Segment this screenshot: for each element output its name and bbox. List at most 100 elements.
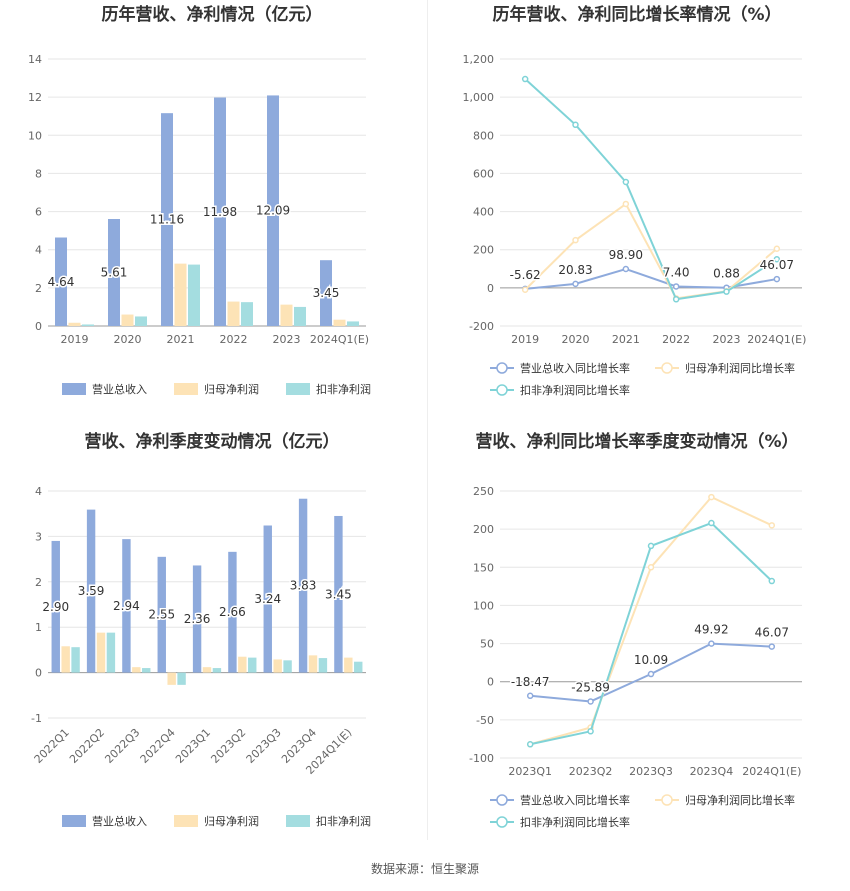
legend-label: 营业总收入 bbox=[92, 382, 147, 396]
legend-label: 营业总收入同比增长率 bbox=[520, 793, 630, 807]
data-point bbox=[768, 577, 776, 585]
legend-swatch-marker bbox=[661, 794, 673, 806]
y-tick-label: 50 bbox=[480, 638, 494, 651]
data-point bbox=[572, 280, 579, 288]
x-tick-label: 2023Q2 bbox=[208, 726, 248, 766]
y-tick-label: 400 bbox=[473, 206, 494, 219]
y-tick-label: 4 bbox=[35, 485, 42, 498]
legend-swatch bbox=[286, 383, 310, 395]
chart-title: 营收、净利季度变动情况（亿元） bbox=[85, 431, 340, 452]
y-tick-label: 800 bbox=[473, 129, 494, 142]
data-label: 4.64 bbox=[48, 275, 75, 289]
legend-swatch-marker bbox=[496, 816, 508, 828]
legend-swatch-marker bbox=[496, 794, 508, 806]
bar bbox=[267, 95, 279, 327]
data-point bbox=[572, 236, 579, 244]
bar bbox=[71, 647, 80, 673]
x-tick-label: 2023Q4 bbox=[690, 765, 734, 778]
series-line bbox=[529, 495, 773, 746]
data-point bbox=[723, 288, 730, 295]
legend-label: 扣非净利润同比增长率 bbox=[520, 815, 630, 829]
series-line bbox=[524, 202, 778, 300]
legend-label: 扣非净利润同比增长率 bbox=[520, 383, 630, 397]
bar bbox=[167, 672, 176, 685]
legend-label: 归母净利润同比增长率 bbox=[685, 793, 795, 807]
legend-label: 归母净利润同比增长率 bbox=[685, 361, 795, 375]
y-tick-label: 1 bbox=[35, 621, 42, 634]
y-tick-label: 4 bbox=[35, 244, 42, 257]
data-label: 0.88 bbox=[713, 267, 740, 281]
legend-swatch bbox=[62, 383, 86, 395]
chart-title: 营收、净利同比增长率季度变动情况（%） bbox=[475, 431, 798, 452]
data-point bbox=[647, 670, 655, 678]
y-tick-label: 150 bbox=[473, 561, 494, 574]
bar bbox=[96, 632, 106, 673]
bar bbox=[161, 113, 173, 326]
y-tick-label: 250 bbox=[473, 485, 494, 498]
data-label: 7.40 bbox=[663, 265, 690, 279]
bar bbox=[214, 97, 226, 326]
y-tick-label: -1 bbox=[31, 712, 42, 725]
x-tick-label: 2019 bbox=[511, 333, 539, 346]
data-point bbox=[672, 283, 680, 290]
x-tick-label: 2022 bbox=[662, 333, 690, 346]
legend-swatch bbox=[174, 815, 198, 827]
legend-label: 归母净利润 bbox=[204, 814, 259, 828]
annual-line-svg: 历年营收、净利同比增长率情况（%） -200 0 200 400 600 800 1,000 1… bbox=[463, 4, 807, 397]
data-label: -25.89 bbox=[571, 680, 610, 694]
bar bbox=[354, 661, 363, 673]
data-point bbox=[521, 75, 529, 83]
x-tick-label: 2023Q1 bbox=[508, 765, 552, 778]
bar bbox=[273, 659, 282, 673]
legend-label: 扣非净利润 bbox=[316, 814, 371, 828]
bar bbox=[177, 672, 186, 685]
bar bbox=[122, 539, 131, 673]
y-tick-label: 2 bbox=[35, 282, 42, 295]
data-source: 数据来源：恒生聚源 bbox=[370, 862, 479, 876]
y-tick-label: -50 bbox=[476, 714, 494, 727]
data-point bbox=[773, 275, 781, 283]
data-point bbox=[647, 564, 655, 571]
data-point bbox=[587, 728, 594, 735]
data-label: 3.24 bbox=[254, 592, 281, 606]
data-label: 49.92 bbox=[694, 623, 728, 637]
bar bbox=[344, 657, 353, 673]
series-line bbox=[524, 78, 778, 301]
bar bbox=[192, 565, 202, 673]
data-label: 2.36 bbox=[184, 612, 211, 626]
x-tick-label: 2024Q1(E) bbox=[742, 765, 801, 778]
data-label: 5.61 bbox=[101, 266, 128, 280]
legend-swatch bbox=[62, 815, 86, 827]
y-tick-label: 600 bbox=[473, 167, 494, 180]
y-tick-label: 6 bbox=[35, 206, 42, 219]
data-point bbox=[622, 178, 630, 186]
legend-label: 营业总收入 bbox=[92, 814, 147, 828]
y-tick-label: 200 bbox=[473, 244, 494, 257]
bar bbox=[248, 657, 257, 673]
bar bbox=[202, 667, 212, 673]
legend-label: 营业总收入同比增长率 bbox=[520, 361, 630, 375]
data-label: 46.07 bbox=[755, 626, 789, 640]
data-point bbox=[622, 200, 630, 208]
bar bbox=[82, 324, 94, 326]
data-point bbox=[526, 741, 534, 748]
bar bbox=[108, 219, 120, 326]
bar bbox=[157, 556, 166, 673]
x-tick-label: 2021 bbox=[167, 333, 195, 346]
bar bbox=[318, 658, 328, 673]
bar bbox=[241, 302, 253, 326]
bar bbox=[294, 306, 306, 326]
data-label: 11.16 bbox=[150, 213, 184, 227]
chart-title: 历年营收、净利情况（亿元） bbox=[102, 4, 323, 25]
bar bbox=[212, 668, 222, 673]
y-tick-label: 0 bbox=[35, 667, 42, 680]
bar bbox=[320, 260, 332, 326]
quarterly-growth-rate-chart: 营收、净利同比增长率季度变动情况（%） -100 -50 0 50 100 150 200 25… bbox=[425, 425, 850, 845]
x-tick-label: 2019 bbox=[61, 333, 89, 346]
y-tick-label: 100 bbox=[473, 599, 494, 612]
y-tick-label: 1,000 bbox=[463, 91, 495, 104]
bar bbox=[68, 322, 81, 326]
legend-label: 扣非净利润 bbox=[316, 382, 371, 396]
data-point bbox=[768, 522, 776, 529]
bar bbox=[263, 525, 272, 673]
